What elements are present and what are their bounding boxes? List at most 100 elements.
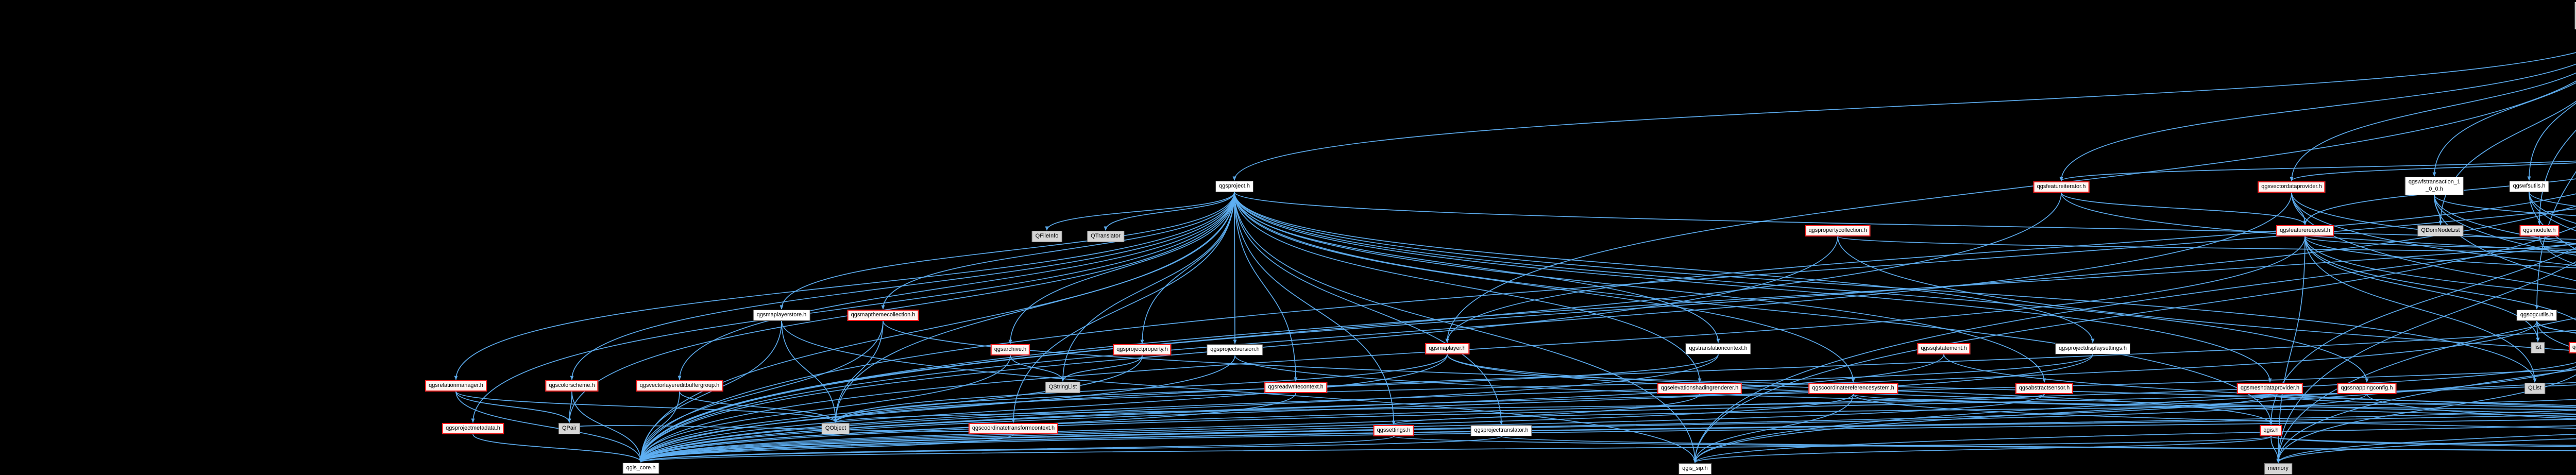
graph-edge [1234, 192, 1396, 425]
graph-edge [679, 391, 838, 423]
graph-node-qgscoordinatetransformcontext-h[interactable]: qgscoordinatetransformcontext.h [968, 423, 1059, 434]
graph-node-qgsvectorlayereditbuffergroup-h[interactable]: qgsvectorlayereditbuffergroup.h [636, 380, 723, 392]
graph-node-qgsprojectmetadata-h[interactable]: qgsprojectmetadata.h [442, 423, 504, 434]
graph-edge [2536, 320, 2576, 334]
graph-edge [472, 434, 643, 463]
graph-node-qgswfstransaction-1-0-0-h[interactable]: qgswfstransaction_1 _0_0.h [2404, 177, 2464, 195]
graph-node-qgis-sip-h[interactable]: qgis_sip.h [1679, 463, 1711, 474]
graph-edge [567, 192, 1235, 423]
graph-edge [2270, 436, 2280, 463]
graph-node-qgsarchive-h[interactable]: qgsarchive.h [990, 344, 1030, 355]
graph-node-qgstranslationcontext-h[interactable]: qgstranslationcontext.h [1685, 343, 1751, 354]
graph-edge [1061, 355, 1143, 382]
graph-edge [1501, 435, 2576, 451]
graph-edge [639, 354, 1719, 463]
graph-edge [1693, 435, 2272, 463]
graph-edge [1234, 192, 1855, 383]
graph-edge [2304, 236, 2576, 268]
graph-edge [639, 435, 1502, 463]
graph-edge [639, 355, 1235, 463]
graph-edge [2270, 435, 2576, 446]
graph-node-qgssqlstatement-h[interactable]: qgssqlstatement.h [1917, 343, 1971, 354]
graph-edge [639, 433, 1014, 463]
graph-node-qgsmapthemecollection-h[interactable]: qgsmapthemecollection.h [847, 310, 919, 321]
graph-edge [2291, 192, 2576, 266]
graph-node-qgssnappingconfig-h[interactable]: qgssnappingconfig.h [2337, 383, 2397, 394]
graph-edge [567, 391, 572, 423]
graph-edge [1234, 192, 2369, 383]
graph-node-qgssettings-h[interactable]: qgssettings.h [1373, 425, 1414, 436]
graph-edge [639, 236, 2306, 463]
graph-edge [639, 354, 1448, 463]
graph-edge [2276, 434, 2576, 463]
graph-edge [639, 320, 782, 463]
graph-edge [1853, 393, 2576, 411]
graph-edge [1837, 236, 2576, 351]
graph-edge [2304, 236, 2540, 342]
graph-edge [779, 192, 1235, 310]
graph-edge [1392, 399, 2576, 425]
graph-node-qgsfeatureiterator-h[interactable]: qgsfeatureiterator.h [2033, 181, 2090, 193]
graph-edge [455, 391, 643, 463]
graph-node-qgswfsutils-h[interactable]: qgswfsutils.h [2509, 181, 2549, 192]
graph-node-qgsprojectversion-h[interactable]: qgsprojectversion.h [1207, 344, 1263, 355]
graph-node-qgis-core-h[interactable]: qgis_core.h [622, 463, 659, 474]
graph-edge [1445, 80, 2576, 343]
graph-node-qgsexpression-h[interactable]: qgsexpression.h [2568, 342, 2576, 353]
graph-node-qgis-h[interactable]: qgis.h [2260, 425, 2282, 436]
graph-edge [781, 320, 838, 423]
graph-node-qgsabstractsensor-h[interactable]: qgsabstractsensor.h [2015, 383, 2074, 394]
graph-node-qgsproject-h[interactable]: qgsproject.h [1215, 181, 1253, 192]
graph-edge [781, 320, 1697, 463]
graph-edge [1693, 425, 2576, 463]
graph-edge [2270, 435, 2576, 448]
graph-edge [2061, 192, 2576, 252]
graph-edge [455, 391, 571, 423]
graph-node-qfileinfo: QFileInfo [1031, 231, 1062, 242]
graph-edge [1234, 192, 1702, 383]
graph-edge [2535, 171, 2576, 310]
graph-edge [2290, 162, 2576, 181]
graph-node-qgsprojecttranslator-h[interactable]: qgsprojecttranslator.h [1470, 425, 1532, 436]
graph-edge [639, 362, 2576, 463]
graph-edge [639, 320, 2537, 463]
graph-node-qgscoordinatereferencesystem-h[interactable]: qgscoordinatereferencesystem.h [1808, 383, 1898, 394]
graph-edge [639, 414, 2576, 463]
graph-edge [2536, 320, 2540, 342]
graph-edge [1853, 394, 2576, 429]
graph-edge [639, 205, 2576, 463]
graph-node-qgscolorscheme-h[interactable]: qgscolorscheme.h [545, 380, 599, 392]
graph-node-qgsvectordataprovider-h[interactable]: qgsvectordataprovider.h [2258, 181, 2326, 193]
graph-node-qstringlist: QStringList [1045, 382, 1081, 393]
graph-edge [471, 192, 1235, 423]
graph-edge [2304, 236, 2576, 295]
graph-edge [1447, 354, 2576, 415]
graph-edge [2276, 236, 2306, 463]
graph-edge [2434, 195, 2576, 256]
graph-edge [2303, 178, 2576, 225]
graph-edge [639, 355, 1143, 463]
graph-node-qgsmaplayerstore-h[interactable]: qgsmaplayerstore.h [753, 310, 810, 321]
graph-node-qgsprojectdisplaysettings-h[interactable]: qgsprojectdisplaysettings.h [2055, 343, 2131, 354]
graph-node-qlist: QList [2524, 383, 2545, 394]
graph-edge [1837, 235, 2576, 253]
graph-node-qgspropertycollection-h[interactable]: qgspropertycollection.h [1805, 225, 1871, 236]
graph-edge [2059, 63, 2576, 181]
graph-edge [454, 192, 1235, 380]
graph-node-qgsmaplayer-h[interactable]: qgsmaplayer.h [1425, 343, 1469, 354]
graph-edge [1693, 394, 1854, 463]
graph-edge [1008, 192, 1235, 344]
graph-node-qgselevationshadingrenderer-h[interactable]: qgselevationshadingrenderer.h [1657, 383, 1742, 394]
graph-node-qgsfeaturerequest-h[interactable]: qgsfeaturerequest.h [2276, 225, 2334, 236]
graph-node-qgsmeshdataprovider-h[interactable]: qgsmeshdataprovider.h [2236, 383, 2303, 394]
graph-node-qgsreadwritecontext-h[interactable]: qgsreadwritecontext.h [1264, 382, 1327, 393]
graph-edge [2434, 195, 2576, 216]
graph-edge [1943, 354, 2576, 408]
graph-edge [1234, 192, 2095, 343]
graph-node-qgsogcutils-h[interactable]: qgsogcutils.h [2516, 310, 2557, 321]
graph-node-qgsrelationmanager-h[interactable]: qgsrelationmanager.h [425, 380, 487, 392]
graph-node-qgsprojectproperty-h[interactable]: qgsprojectproperty.h [1113, 344, 1172, 355]
graph-edge [639, 354, 1944, 463]
graph-node-qgsmodule-h[interactable]: qgsmodule.h [2519, 225, 2560, 236]
